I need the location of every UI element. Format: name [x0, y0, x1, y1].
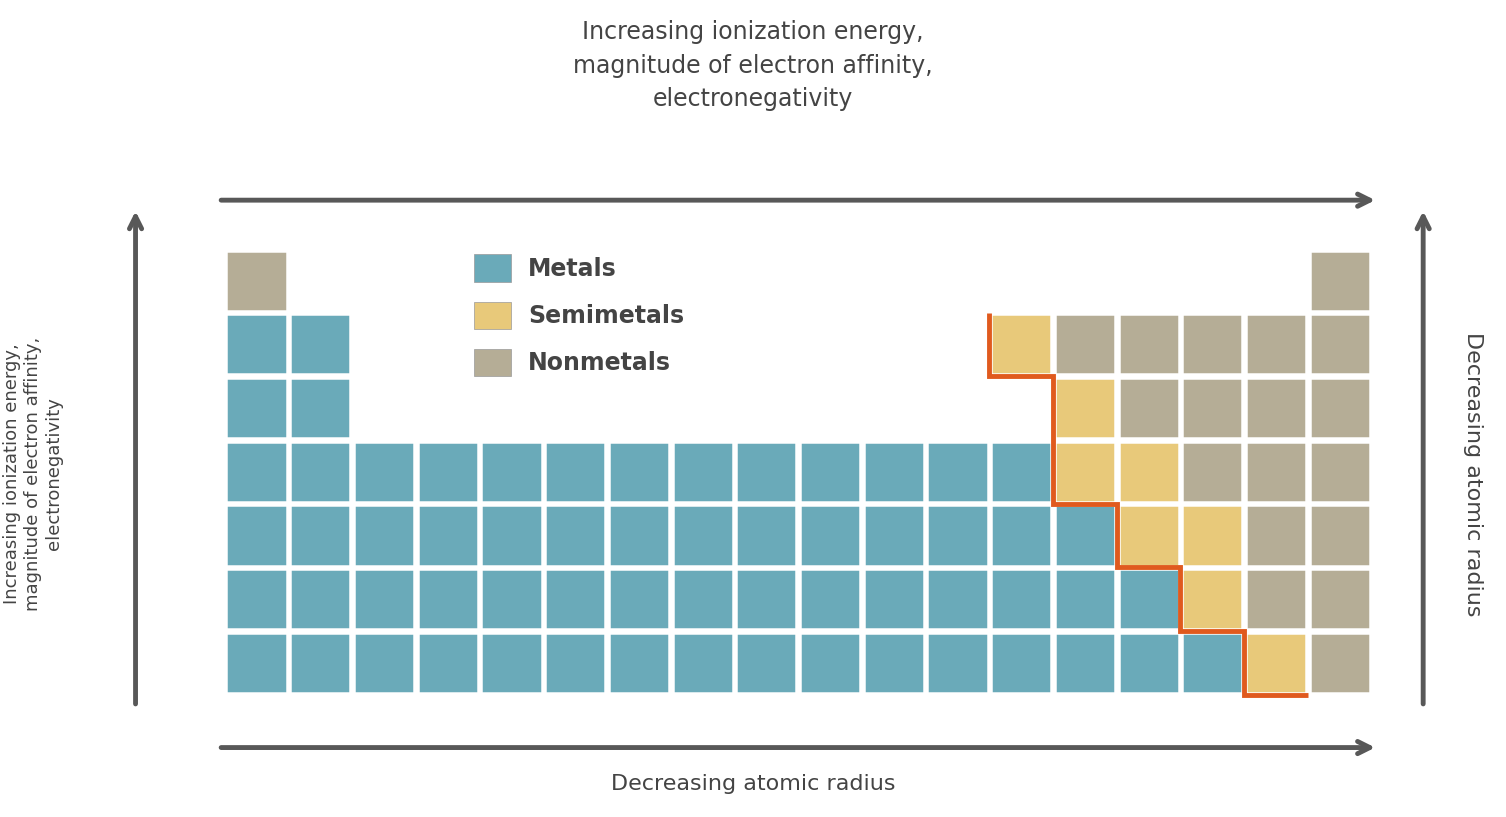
- Bar: [226, 442, 286, 502]
- Bar: [354, 506, 414, 565]
- Bar: [1054, 315, 1114, 374]
- Bar: [1310, 506, 1370, 565]
- Bar: [1245, 633, 1306, 693]
- Bar: [1054, 442, 1114, 502]
- Bar: [354, 633, 414, 693]
- Bar: [291, 506, 351, 565]
- Bar: [1054, 378, 1114, 438]
- Bar: [1310, 442, 1370, 502]
- Text: Decreasing atomic radius: Decreasing atomic radius: [1462, 332, 1483, 616]
- Bar: [1119, 442, 1179, 502]
- Bar: [545, 506, 605, 565]
- Bar: [1182, 442, 1242, 502]
- Legend: Metals, Semimetals, Nonmetals: Metals, Semimetals, Nonmetals: [474, 254, 684, 376]
- Bar: [736, 506, 797, 565]
- Bar: [928, 506, 988, 565]
- Bar: [291, 633, 351, 693]
- Bar: [928, 569, 988, 629]
- Bar: [226, 251, 286, 310]
- Bar: [608, 569, 669, 629]
- Bar: [1182, 378, 1242, 438]
- Bar: [291, 315, 351, 374]
- Bar: [928, 442, 988, 502]
- Bar: [417, 569, 477, 629]
- Bar: [736, 633, 797, 693]
- Bar: [1310, 378, 1370, 438]
- Bar: [800, 569, 860, 629]
- Bar: [1182, 506, 1242, 565]
- Bar: [417, 442, 477, 502]
- Text: Increasing ionization energy,
magnitude of electron affinity,
electronegativity: Increasing ionization energy, magnitude …: [3, 337, 63, 611]
- Bar: [991, 442, 1051, 502]
- Bar: [1245, 569, 1306, 629]
- Bar: [226, 633, 286, 693]
- Bar: [291, 569, 351, 629]
- Bar: [608, 442, 669, 502]
- Bar: [673, 569, 733, 629]
- Bar: [1054, 633, 1114, 693]
- Bar: [673, 633, 733, 693]
- Bar: [545, 442, 605, 502]
- Bar: [1245, 378, 1306, 438]
- Bar: [608, 506, 669, 565]
- Bar: [928, 633, 988, 693]
- Bar: [863, 569, 923, 629]
- Bar: [226, 378, 286, 438]
- Bar: [1119, 315, 1179, 374]
- Bar: [1310, 633, 1370, 693]
- Bar: [673, 442, 733, 502]
- Bar: [226, 569, 286, 629]
- Bar: [1245, 506, 1306, 565]
- Bar: [545, 569, 605, 629]
- Text: Increasing ionization energy,
magnitude of electron affinity,
electronegativity: Increasing ionization energy, magnitude …: [574, 20, 932, 111]
- Bar: [226, 506, 286, 565]
- Bar: [991, 633, 1051, 693]
- Bar: [673, 506, 733, 565]
- Bar: [863, 506, 923, 565]
- Bar: [482, 506, 542, 565]
- Bar: [800, 442, 860, 502]
- Bar: [1310, 315, 1370, 374]
- Bar: [1119, 506, 1179, 565]
- Bar: [800, 633, 860, 693]
- Bar: [1310, 569, 1370, 629]
- Bar: [1119, 569, 1179, 629]
- Bar: [1182, 315, 1242, 374]
- Bar: [417, 633, 477, 693]
- Bar: [417, 506, 477, 565]
- Bar: [354, 569, 414, 629]
- Bar: [736, 442, 797, 502]
- Bar: [1182, 569, 1242, 629]
- Bar: [991, 315, 1051, 374]
- Text: Decreasing atomic radius: Decreasing atomic radius: [611, 775, 895, 794]
- Bar: [482, 633, 542, 693]
- Bar: [1054, 569, 1114, 629]
- Bar: [608, 633, 669, 693]
- Bar: [482, 442, 542, 502]
- Bar: [736, 569, 797, 629]
- Bar: [1245, 442, 1306, 502]
- Bar: [1119, 378, 1179, 438]
- Bar: [1054, 506, 1114, 565]
- Bar: [291, 378, 351, 438]
- Bar: [1182, 633, 1242, 693]
- Bar: [1245, 315, 1306, 374]
- Bar: [354, 442, 414, 502]
- Bar: [291, 442, 351, 502]
- Bar: [991, 506, 1051, 565]
- Bar: [991, 569, 1051, 629]
- Bar: [482, 569, 542, 629]
- Bar: [1310, 251, 1370, 310]
- Bar: [863, 633, 923, 693]
- Bar: [863, 442, 923, 502]
- Bar: [226, 315, 286, 374]
- Bar: [545, 633, 605, 693]
- Bar: [1119, 633, 1179, 693]
- Bar: [800, 506, 860, 565]
